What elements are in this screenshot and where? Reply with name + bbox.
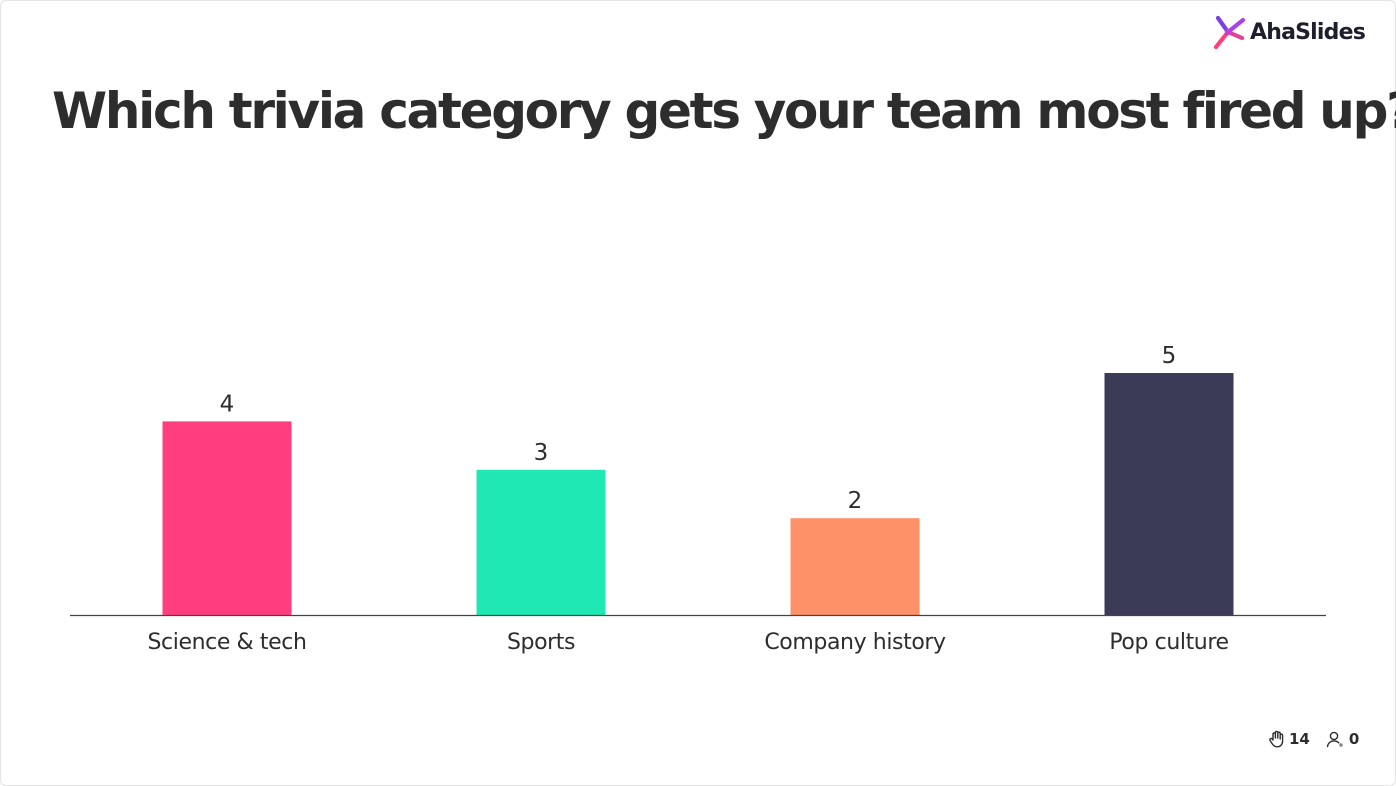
ahaslides-logo-icon (1213, 15, 1246, 50)
category-label: Company history (764, 630, 946, 655)
bar-company-history (790, 518, 920, 615)
responses-counter: 14 (1268, 730, 1310, 748)
bar-sports (476, 469, 606, 615)
bar-science-tech (162, 421, 292, 615)
bar-value-label: 5 (1162, 343, 1177, 369)
category-label: Pop culture (1109, 630, 1228, 655)
question-title: Which trivia category gets your team mos… (52, 82, 1396, 140)
bar-pop-culture (1104, 373, 1234, 615)
category-label: Science & tech (147, 630, 306, 655)
bar-value-label: 3 (534, 440, 549, 466)
participants-count: 0 (1348, 730, 1360, 748)
hand-icon (1269, 730, 1284, 748)
brand-name: AhaSlides (1250, 19, 1366, 45)
participants-counter: 0 (1326, 730, 1359, 748)
category-label: Sports (507, 630, 575, 655)
bar-value-label: 2 (848, 488, 863, 514)
footer-stats: 14 0 (1268, 730, 1359, 748)
bar-value-label: 4 (220, 391, 235, 417)
brand-logo: AhaSlides (1212, 14, 1366, 50)
user-icon (1326, 731, 1343, 748)
responses-count: 14 (1289, 730, 1310, 748)
